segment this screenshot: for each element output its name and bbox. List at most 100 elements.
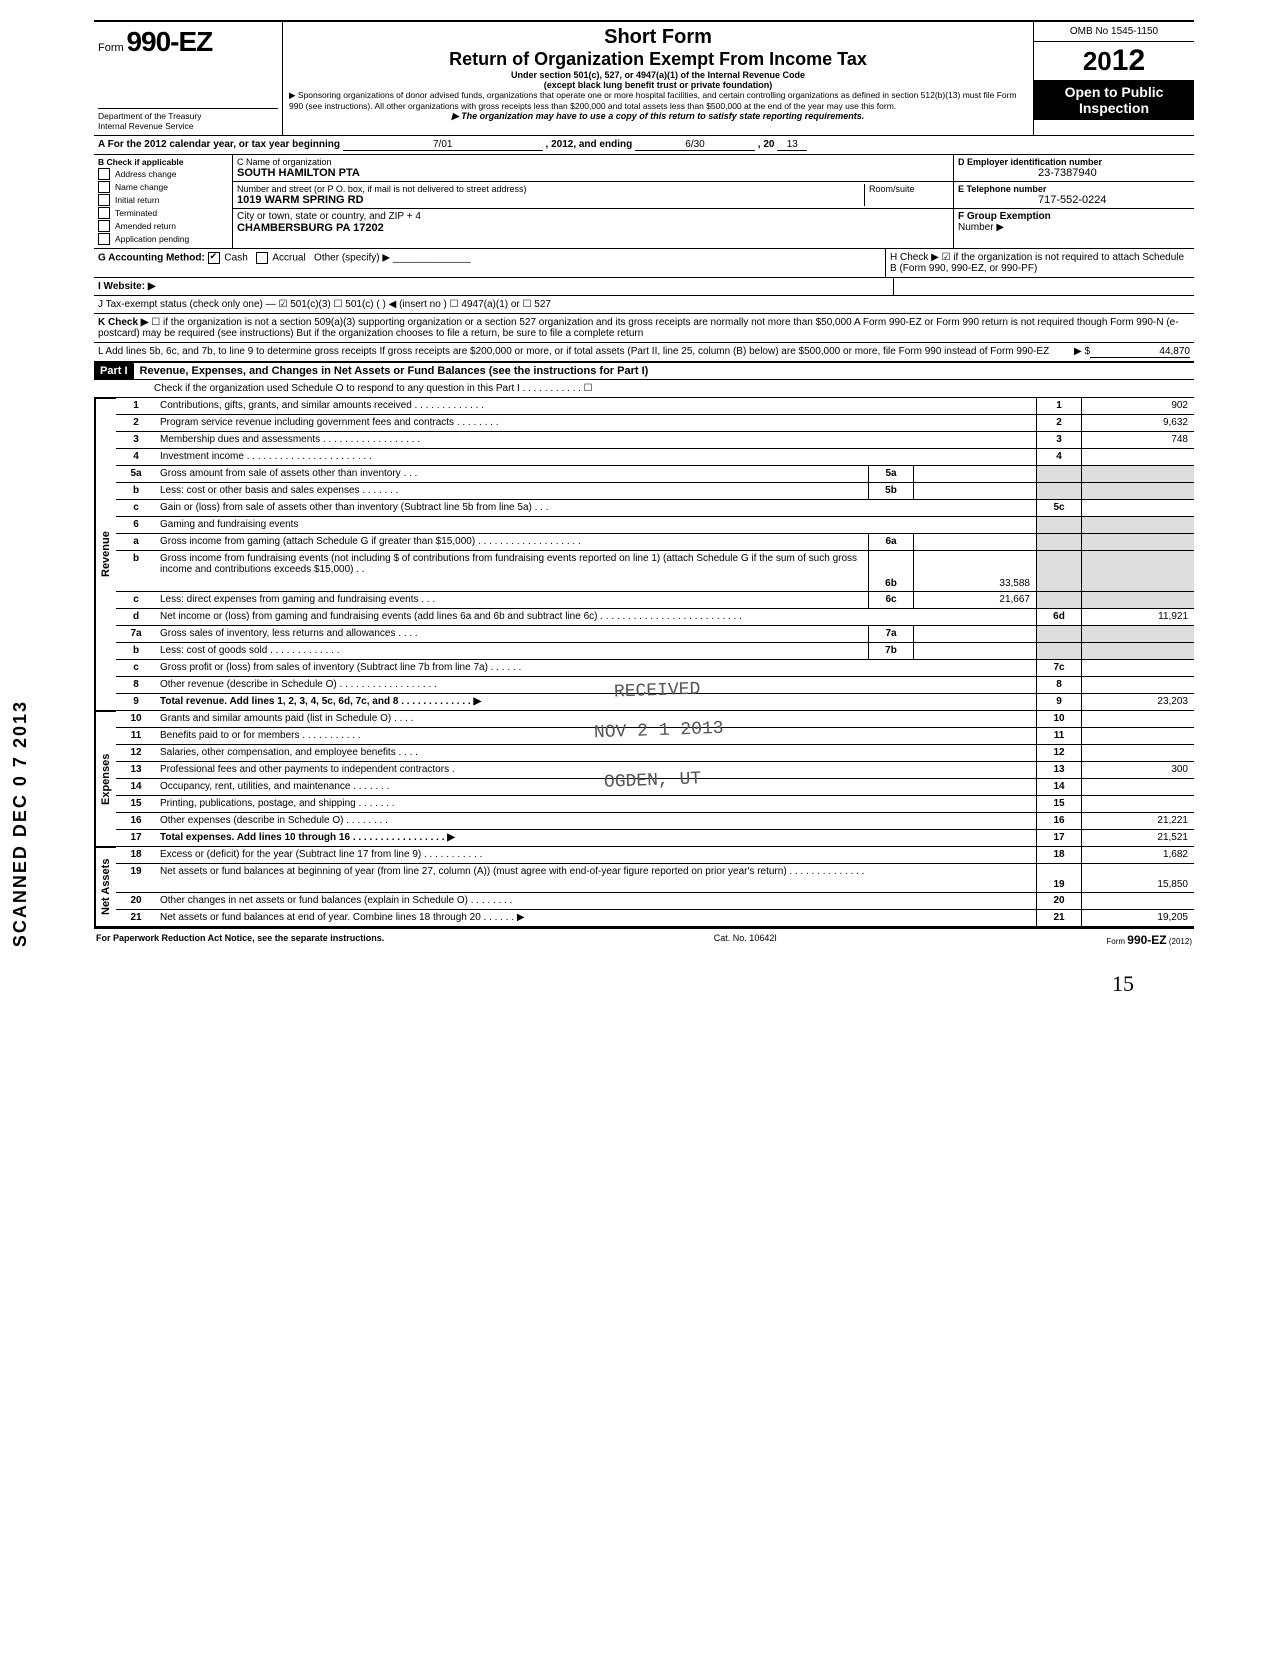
line-17-box: 17: [1036, 830, 1081, 846]
k-label: K Check ▶: [98, 317, 148, 328]
form-number-block: Form 990-EZ Department of the Treasury I…: [94, 22, 283, 135]
group-number: Number ▶: [958, 222, 1004, 233]
handwritten-page: 15: [94, 951, 1194, 997]
line-20-box: 20: [1036, 893, 1081, 909]
form-title-block: Short Form Return of Organization Exempt…: [283, 22, 1034, 135]
line-6b-gray2: [1081, 551, 1194, 591]
line-16-text: Other expenses (describe in Schedule O) …: [156, 813, 1036, 829]
line-7c-amt: [1081, 660, 1194, 676]
line-11-num: 11: [116, 728, 156, 744]
line-14-box: 14: [1036, 779, 1081, 795]
line-4-amt: [1081, 449, 1194, 465]
line-1-num: 1: [116, 398, 156, 414]
irs-label: Internal Revenue Service: [98, 121, 278, 131]
section-def: D Employer identification number23-73879…: [953, 155, 1194, 248]
line-3-text: Membership dues and assessments . . . . …: [156, 432, 1036, 448]
line-21-amt: 19,205: [1081, 910, 1194, 926]
tax-year-end: 6/30: [635, 139, 755, 151]
dept-treasury: Department of the Treasury: [98, 108, 278, 121]
revenue-tab: Revenue: [94, 398, 116, 711]
line-16-box: 16: [1036, 813, 1081, 829]
line-10-amt: [1081, 711, 1194, 727]
part1-title: Revenue, Expenses, and Changes in Net As…: [134, 363, 655, 379]
line-3-amt: 748: [1081, 432, 1194, 448]
line-5a-gray2: [1081, 466, 1194, 482]
check-address-change[interactable]: Address change: [98, 168, 228, 180]
line-7a-gray2: [1081, 626, 1194, 642]
form-title: Return of Organization Exempt From Incom…: [289, 49, 1027, 70]
subtitle-1: Under section 501(c), 527, or 4947(a)(1)…: [289, 70, 1027, 80]
org-city: CHAMBERSBURG PA 17202: [237, 222, 384, 234]
line-5a-text: Gross amount from sale of assets other t…: [156, 466, 868, 482]
line-5c-text: Gain or (loss) from sale of assets other…: [156, 500, 1036, 516]
line-8-box: 8: [1036, 677, 1081, 693]
line-2-num: 2: [116, 415, 156, 431]
line-19-box: 19: [1036, 864, 1081, 892]
line-7b-num: b: [116, 643, 156, 659]
line-9-box: 9: [1036, 694, 1081, 710]
check-cash[interactable]: [208, 252, 220, 264]
line-5b-mbox: 5b: [868, 483, 914, 499]
check-amended[interactable]: Amended return: [98, 220, 228, 232]
org-address: 1019 WARM SPRING RD: [237, 194, 364, 206]
line-6a-num: a: [116, 534, 156, 550]
line-6b-num: b: [116, 551, 156, 591]
check-accrual[interactable]: [256, 252, 268, 264]
line-4-text: Investment income . . . . . . . . . . . …: [156, 449, 1036, 465]
received-stamp: RECEIVED: [614, 679, 701, 702]
phone-value: 717-552-0224: [958, 194, 1107, 206]
line-7a-mbox: 7a: [868, 626, 914, 642]
line-6b-mamt: 33,588: [914, 551, 1036, 591]
line-9-num: 9: [116, 694, 156, 710]
sections-bcd: B Check if applicable Address change Nam…: [94, 155, 1194, 249]
section-c: C Name of organizationSOUTH HAMILTON PTA…: [233, 155, 953, 248]
section-k: K Check ▶ ☐ if the organization is not a…: [94, 314, 1194, 343]
sections-gh: G Accounting Method: Cash Accrual Other …: [94, 249, 1194, 278]
form-number: 990-EZ: [126, 26, 212, 57]
line-12-box: 12: [1036, 745, 1081, 761]
g-label: G Accounting Method:: [98, 253, 205, 264]
short-form-label: Short Form: [289, 26, 1027, 49]
line-6a-gray2: [1081, 534, 1194, 550]
line-1-text: Contributions, gifts, grants, and simila…: [156, 398, 1036, 414]
line-6-gray: [1036, 517, 1081, 533]
line-6b-text: Gross income from fundraising events (no…: [156, 551, 868, 591]
city-label: City or town, state or country, and ZIP …: [237, 211, 421, 222]
copy-note: ▶ The organization may have to use a cop…: [289, 111, 1027, 122]
line-7b-mbox: 7b: [868, 643, 914, 659]
accrual-label: Accrual: [272, 253, 305, 264]
check-terminated[interactable]: Terminated: [98, 207, 228, 219]
check-initial-return[interactable]: Initial return: [98, 194, 228, 206]
line-7a-text: Gross sales of inventory, less returns a…: [156, 626, 868, 642]
check-pending[interactable]: Application pending: [98, 233, 228, 245]
check-name-change[interactable]: Name change: [98, 181, 228, 193]
line-20-text: Other changes in net assets or fund bala…: [156, 893, 1036, 909]
line-17-num: 17: [116, 830, 156, 846]
line-6b-mbox: 6b: [868, 551, 914, 591]
line-12-text: Salaries, other compensation, and employ…: [156, 745, 1036, 761]
ein-value: 23-7387940: [958, 167, 1097, 179]
line-6c-gray2: [1081, 592, 1194, 608]
part1-label: Part I: [94, 363, 134, 379]
line-16-num: 16: [116, 813, 156, 829]
form-header: Form 990-EZ Department of the Treasury I…: [94, 22, 1194, 136]
line-2-box: 2: [1036, 415, 1081, 431]
line-12-amt: [1081, 745, 1194, 761]
line-15-num: 15: [116, 796, 156, 812]
omb-number: OMB No 1545-1150: [1034, 22, 1194, 42]
section-h: H Check ▶ ☑ if the organization is not r…: [886, 249, 1194, 277]
cash-label: Cash: [224, 253, 247, 264]
line-8-num: 8: [116, 677, 156, 693]
section-i: I Website: ▶: [94, 278, 1194, 296]
line-5b-text: Less: cost or other basis and sales expe…: [156, 483, 868, 499]
line-17-text: Total expenses. Add lines 10 through 16 …: [156, 830, 1036, 846]
line-3-num: 3: [116, 432, 156, 448]
line-6-gray2: [1081, 517, 1194, 533]
line-7a-num: 7a: [116, 626, 156, 642]
line-21-text: Net assets or fund balances at end of ye…: [156, 910, 1036, 926]
line-13-num: 13: [116, 762, 156, 778]
group-label: F Group Exemption: [958, 211, 1051, 222]
other-label: Other (specify) ▶: [314, 253, 390, 264]
line-16-amt: 21,221: [1081, 813, 1194, 829]
line-10-box: 10: [1036, 711, 1081, 727]
